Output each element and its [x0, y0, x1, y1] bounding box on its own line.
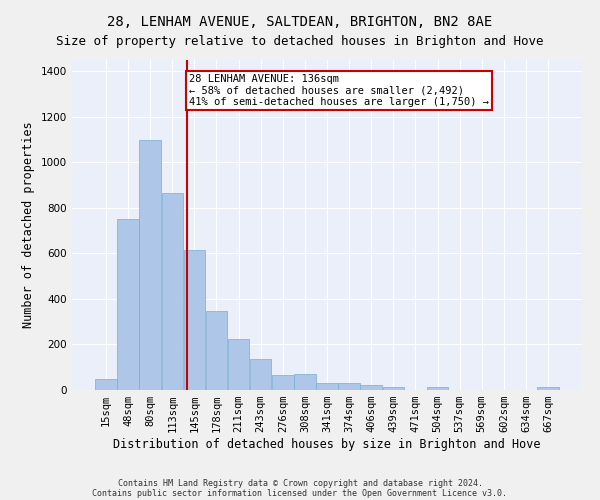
- Bar: [228, 339, 249, 390]
- Bar: [338, 383, 360, 390]
- Text: Contains public sector information licensed under the Open Government Licence v3: Contains public sector information licen…: [92, 488, 508, 498]
- Text: 28 LENHAM AVENUE: 136sqm
← 58% of detached houses are smaller (2,492)
41% of sem: 28 LENHAM AVENUE: 136sqm ← 58% of detach…: [189, 74, 489, 107]
- Bar: [361, 386, 382, 390]
- Bar: [184, 250, 205, 390]
- Bar: [316, 383, 338, 390]
- Bar: [95, 378, 116, 390]
- Text: Size of property relative to detached houses in Brighton and Hove: Size of property relative to detached ho…: [56, 35, 544, 48]
- Text: Contains HM Land Registry data © Crown copyright and database right 2024.: Contains HM Land Registry data © Crown c…: [118, 478, 482, 488]
- Text: 28, LENHAM AVENUE, SALTDEAN, BRIGHTON, BN2 8AE: 28, LENHAM AVENUE, SALTDEAN, BRIGHTON, B…: [107, 15, 493, 29]
- Bar: [294, 374, 316, 390]
- Bar: [538, 388, 559, 390]
- Bar: [250, 360, 271, 390]
- Bar: [272, 375, 293, 390]
- Bar: [139, 140, 161, 390]
- Bar: [206, 312, 227, 390]
- Bar: [427, 388, 448, 390]
- Y-axis label: Number of detached properties: Number of detached properties: [22, 122, 35, 328]
- Bar: [161, 193, 183, 390]
- Bar: [117, 220, 139, 390]
- X-axis label: Distribution of detached houses by size in Brighton and Hove: Distribution of detached houses by size …: [113, 438, 541, 451]
- Bar: [383, 386, 404, 390]
